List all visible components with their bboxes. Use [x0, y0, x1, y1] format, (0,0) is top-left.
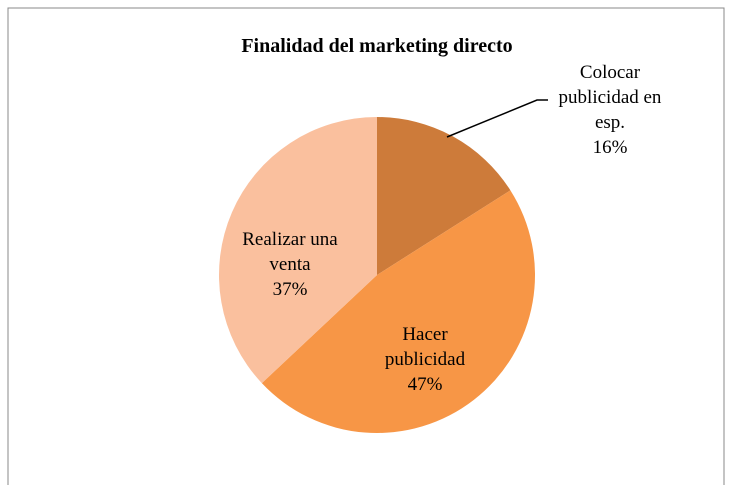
label-line: publicidad — [385, 349, 466, 370]
pie-slice — [219, 117, 377, 384]
pie-slice — [261, 190, 535, 433]
value-label: 37% — [273, 279, 308, 300]
value-label: 16% — [593, 137, 628, 158]
label-line: Hacer — [402, 324, 448, 345]
leader-line — [446, 99, 548, 138]
slice-label: Hacer publicidad — [385, 324, 466, 370]
slice-label: Realizar una venta — [242, 229, 338, 275]
label-line: esp. — [595, 112, 625, 133]
label-line: publicidad en — [559, 87, 662, 108]
label-line: Realizar una — [242, 229, 338, 250]
chart-title: Finalidad del marketing directo — [241, 35, 512, 57]
label-line: Colocar — [580, 62, 641, 83]
label-line: venta — [269, 254, 311, 275]
frame — [7, 7, 725, 485]
slice-label: Colocar publicidad en esp. — [559, 62, 662, 133]
pie-slice — [377, 117, 511, 275]
value-label: 47% — [408, 374, 443, 395]
